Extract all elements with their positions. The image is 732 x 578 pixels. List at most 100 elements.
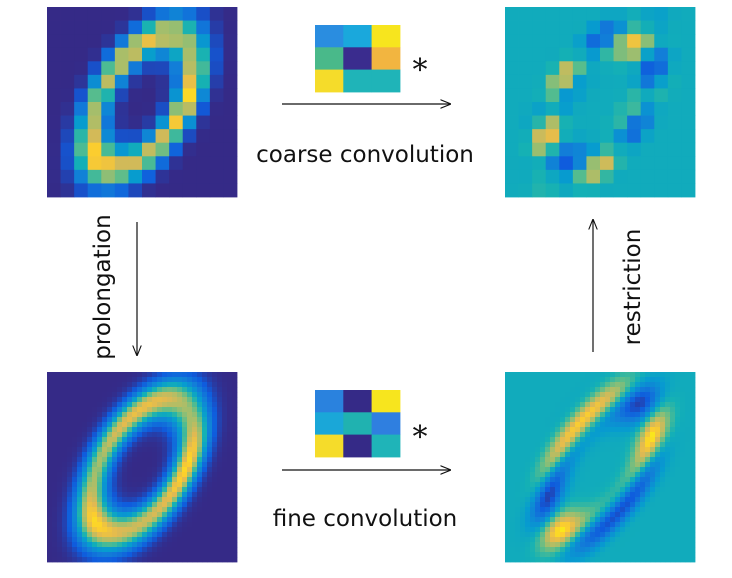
pixel: [600, 156, 614, 171]
pixel: [586, 61, 601, 76]
pixel: [197, 417, 203, 423]
pixel: [57, 442, 63, 448]
pixel: [182, 34, 197, 49]
pixel: [157, 537, 163, 543]
pixel: [212, 422, 218, 428]
pixel: [680, 462, 686, 468]
pixel: [605, 417, 611, 423]
pixel: [532, 74, 547, 89]
pixel: [147, 422, 153, 428]
pixel: [615, 412, 621, 418]
pixel: [515, 462, 521, 468]
pixel: [212, 492, 218, 498]
pixel: [172, 477, 178, 483]
pixel: [630, 407, 636, 413]
pixel: [645, 372, 651, 378]
pixel: [87, 422, 93, 428]
pixel: [580, 542, 586, 548]
pixel: [114, 142, 129, 157]
pixel: [62, 422, 68, 428]
pixel: [505, 432, 511, 438]
pixel: [62, 472, 68, 478]
pixel: [530, 502, 536, 508]
pixel: [630, 417, 636, 423]
pixel: [555, 422, 561, 428]
pixel: [615, 447, 621, 453]
pixel: [525, 557, 531, 563]
pixel: [690, 397, 696, 403]
pixel: [52, 472, 58, 478]
pixel: [685, 532, 691, 538]
pixel: [600, 20, 614, 35]
pixel: [605, 442, 611, 448]
pixel: [147, 492, 153, 498]
pixel: [227, 382, 233, 388]
pixel: [114, 61, 129, 76]
pixel: [47, 397, 53, 403]
pixel: [681, 115, 696, 130]
pixel: [680, 432, 686, 438]
pixel: [47, 412, 53, 418]
pixel: [212, 497, 218, 503]
pixel: [102, 372, 108, 378]
pixel: [137, 482, 143, 488]
pixel: [172, 442, 178, 448]
pixel: [142, 392, 148, 398]
pixel: [47, 102, 61, 116]
pixel: [645, 557, 651, 563]
pixel: [177, 497, 183, 503]
pixel: [107, 522, 113, 528]
pixel: [222, 397, 228, 403]
pixel: [595, 427, 601, 433]
pixel: [157, 487, 163, 493]
pixel: [545, 507, 551, 513]
pixel: [580, 372, 586, 378]
pixel: [227, 497, 233, 503]
pixel: [559, 156, 574, 171]
pixel: [169, 129, 184, 144]
pixel: [690, 427, 696, 433]
pixel: [232, 422, 238, 428]
pixel: [207, 427, 213, 433]
pixel: [197, 542, 203, 548]
pixel: [177, 397, 183, 403]
pixel: [650, 552, 656, 558]
pixel: [209, 7, 224, 21]
pixel: [157, 442, 163, 448]
pixel: [680, 457, 686, 463]
pixel: [112, 437, 118, 443]
pixel: [681, 142, 696, 157]
pixel: [555, 442, 561, 448]
pixel: [535, 537, 541, 543]
pixel: [645, 452, 651, 458]
pixel: [550, 417, 556, 423]
pixel: [57, 412, 63, 418]
pixel: [680, 447, 686, 453]
pixel: [197, 432, 203, 438]
pixel: [595, 532, 601, 538]
pixel: [630, 477, 636, 483]
pixel: [685, 527, 691, 533]
pixel: [62, 427, 68, 433]
pixel: [654, 74, 669, 89]
pixel: [197, 402, 203, 408]
pixel: [620, 382, 626, 388]
pixel: [555, 427, 561, 433]
pixel: [515, 532, 521, 538]
pixel: [127, 542, 133, 548]
pixel: [217, 512, 223, 518]
pixel: [555, 527, 561, 533]
pixel: [92, 427, 98, 433]
pixel: [635, 527, 641, 533]
pixel: [654, 7, 669, 21]
pixel: [77, 507, 83, 513]
pixel: [97, 372, 103, 378]
pixel: [222, 387, 228, 393]
pixel: [212, 377, 218, 383]
pixel: [128, 34, 143, 49]
pixel: [655, 452, 661, 458]
pixel: [560, 402, 566, 408]
pixel: [127, 517, 133, 523]
pixel: [530, 477, 536, 483]
pixel: [600, 377, 606, 383]
